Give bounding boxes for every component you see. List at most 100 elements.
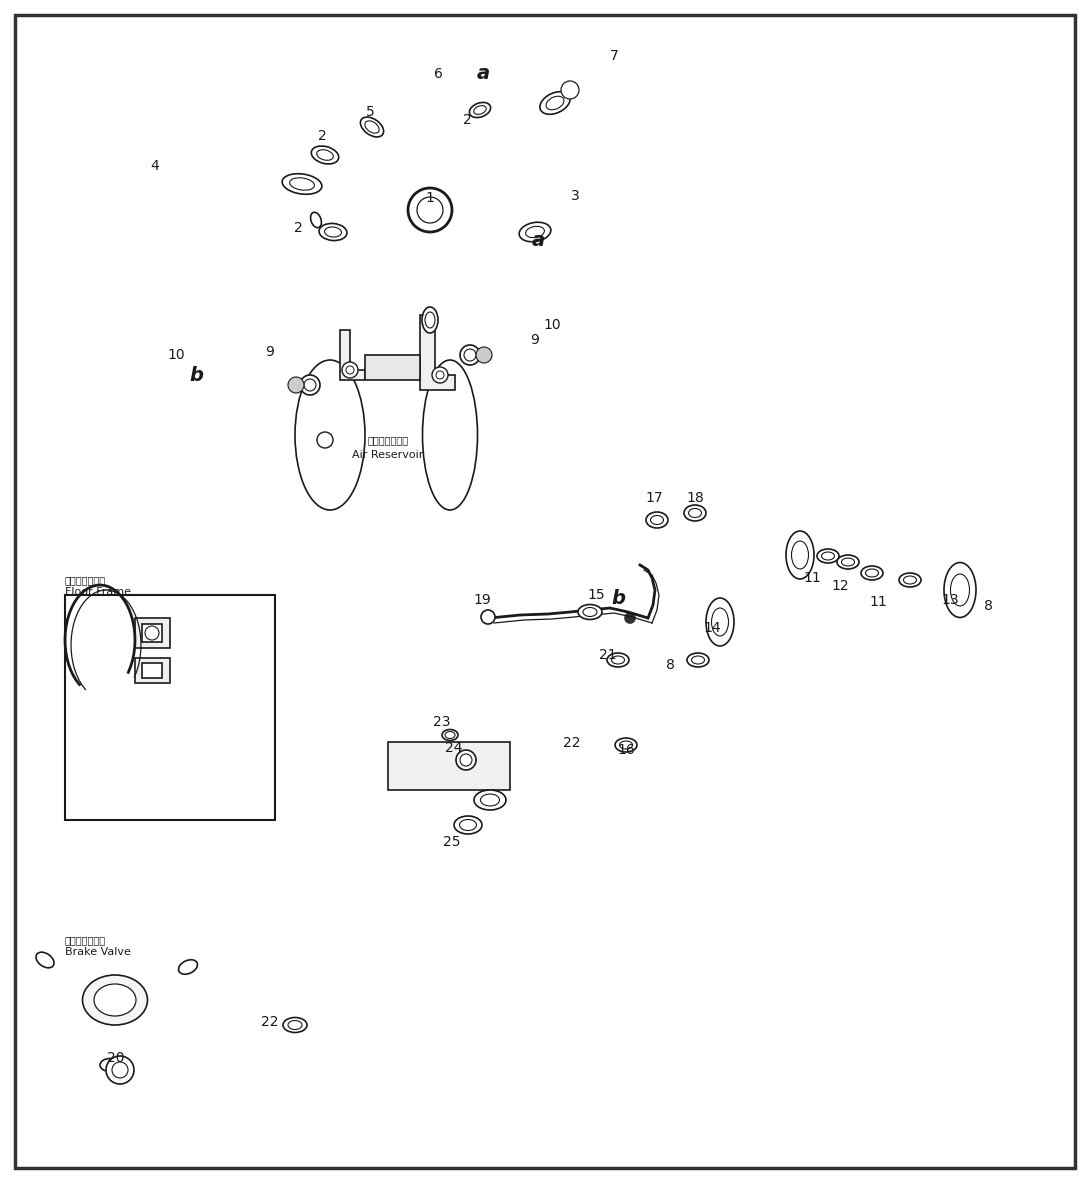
Ellipse shape <box>295 360 365 510</box>
Text: 24: 24 <box>445 741 463 755</box>
Circle shape <box>625 613 635 623</box>
Text: 25: 25 <box>444 835 461 849</box>
Ellipse shape <box>282 174 322 194</box>
Circle shape <box>460 345 480 366</box>
Text: 2: 2 <box>462 114 471 127</box>
Text: 2: 2 <box>293 221 302 235</box>
Circle shape <box>317 432 334 448</box>
Bar <box>365 355 420 380</box>
Text: 19: 19 <box>473 593 490 607</box>
Text: 17: 17 <box>645 491 663 505</box>
Circle shape <box>436 371 444 379</box>
Text: b: b <box>189 366 203 384</box>
Text: 2: 2 <box>317 129 326 143</box>
Text: 6: 6 <box>434 67 443 80</box>
Text: 11: 11 <box>869 595 887 609</box>
Ellipse shape <box>365 121 379 134</box>
Ellipse shape <box>818 549 839 563</box>
Ellipse shape <box>290 177 314 190</box>
Ellipse shape <box>691 657 704 664</box>
Circle shape <box>112 1062 128 1078</box>
Circle shape <box>464 349 476 361</box>
Ellipse shape <box>689 509 702 517</box>
Polygon shape <box>388 742 510 790</box>
Text: 20: 20 <box>107 1051 124 1065</box>
Ellipse shape <box>443 730 458 741</box>
Ellipse shape <box>94 984 136 1016</box>
Bar <box>135 658 170 683</box>
Bar <box>142 662 162 678</box>
Ellipse shape <box>611 657 625 664</box>
Circle shape <box>460 754 472 767</box>
Text: 22: 22 <box>564 736 581 750</box>
Ellipse shape <box>651 516 664 524</box>
Text: 5: 5 <box>365 105 374 119</box>
Text: エアーリザーハ: エアーリザーハ <box>367 435 409 445</box>
Text: 15: 15 <box>588 588 605 602</box>
Ellipse shape <box>425 312 435 328</box>
Text: 12: 12 <box>832 578 849 593</box>
Circle shape <box>456 750 476 770</box>
Ellipse shape <box>837 555 859 569</box>
Text: フロアフレーム: フロアフレーム <box>65 575 106 586</box>
Ellipse shape <box>540 92 570 115</box>
Text: 18: 18 <box>686 491 704 505</box>
Text: Air Reservoir: Air Reservoir <box>352 450 424 460</box>
Text: 3: 3 <box>571 189 580 203</box>
Text: 14: 14 <box>703 621 720 635</box>
Text: 8: 8 <box>666 658 675 672</box>
Text: a: a <box>476 64 489 83</box>
Text: 13: 13 <box>941 593 959 607</box>
Ellipse shape <box>950 574 969 606</box>
Text: 22: 22 <box>262 1015 279 1029</box>
Ellipse shape <box>687 653 709 667</box>
Circle shape <box>288 377 304 393</box>
Ellipse shape <box>822 552 835 560</box>
Ellipse shape <box>607 653 629 667</box>
Circle shape <box>417 198 443 224</box>
Circle shape <box>476 347 492 363</box>
Ellipse shape <box>470 103 491 117</box>
Ellipse shape <box>865 569 879 577</box>
Ellipse shape <box>904 576 917 584</box>
Text: Floor Frame: Floor Frame <box>65 587 131 597</box>
Ellipse shape <box>706 597 734 646</box>
Circle shape <box>346 366 354 374</box>
Ellipse shape <box>422 308 438 332</box>
Text: 16: 16 <box>617 743 634 757</box>
Circle shape <box>432 367 448 383</box>
Ellipse shape <box>474 105 486 115</box>
Ellipse shape <box>646 512 668 528</box>
Text: 10: 10 <box>167 348 185 362</box>
Ellipse shape <box>83 975 147 1024</box>
Ellipse shape <box>481 794 499 806</box>
Text: 9: 9 <box>266 345 275 358</box>
Text: 8: 8 <box>983 599 992 613</box>
Ellipse shape <box>460 820 476 830</box>
Ellipse shape <box>288 1021 302 1029</box>
Text: 9: 9 <box>531 332 540 347</box>
Ellipse shape <box>445 731 455 738</box>
Bar <box>65 595 275 820</box>
Ellipse shape <box>525 226 544 238</box>
Ellipse shape <box>100 1059 120 1072</box>
Ellipse shape <box>423 360 477 510</box>
Ellipse shape <box>841 558 855 565</box>
Ellipse shape <box>899 573 921 587</box>
Ellipse shape <box>317 150 334 161</box>
Circle shape <box>145 626 159 640</box>
Polygon shape <box>340 330 365 380</box>
Ellipse shape <box>519 222 550 241</box>
Text: 21: 21 <box>600 648 617 662</box>
Ellipse shape <box>791 541 809 569</box>
Bar <box>135 618 170 648</box>
Text: 11: 11 <box>803 571 821 586</box>
Ellipse shape <box>619 741 632 749</box>
Circle shape <box>300 375 320 395</box>
Ellipse shape <box>361 117 384 137</box>
Ellipse shape <box>786 531 814 578</box>
Ellipse shape <box>455 816 482 834</box>
Text: Brake Valve: Brake Valve <box>65 948 131 957</box>
Ellipse shape <box>325 227 341 237</box>
Circle shape <box>106 1056 134 1084</box>
